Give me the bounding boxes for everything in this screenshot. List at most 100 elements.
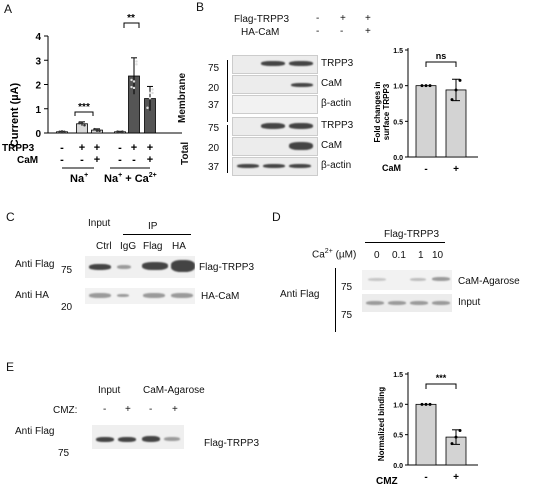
data-point: [428, 84, 432, 88]
band-label-cam-a: CaM: [321, 78, 343, 89]
bar: [415, 85, 437, 158]
panel-label-b: B: [196, 0, 205, 14]
band-label-flag-trpp3-e: Flag-TRPP3: [204, 438, 260, 449]
data-point: [148, 91, 152, 95]
header-input: Input: [88, 218, 111, 229]
bar: [415, 403, 437, 466]
cmz-sign-3: -: [149, 404, 153, 415]
cmz-sign-1: -: [103, 404, 107, 415]
data-point: [132, 86, 136, 90]
conc-1: 1: [418, 250, 424, 261]
data-point: [135, 63, 138, 66]
data-point: [116, 130, 119, 133]
blot-membrane-actin: [232, 95, 318, 114]
x-sign: +: [453, 472, 459, 483]
y-tick-label: 0.0: [393, 463, 403, 470]
data-point: [60, 130, 64, 133]
x-sign: -: [424, 472, 427, 483]
section-total: Total: [180, 141, 191, 165]
data-point: [424, 402, 428, 406]
header-flag-trpp3: Flag-TRPP3: [234, 14, 290, 25]
data-point: [458, 78, 462, 82]
mw-75: 75: [61, 265, 73, 276]
sig-label: ns: [436, 51, 447, 61]
blot-membrane-trpp3: [232, 55, 318, 74]
blot-e: [92, 425, 184, 449]
sig-bracket: [425, 61, 457, 67]
data-point: [80, 121, 84, 124]
band-label-actin-b: β-actin: [321, 160, 352, 171]
band-label-flag-trpp3: Flag-TRPP3: [199, 262, 255, 273]
conc-0-1: 0.1: [392, 250, 406, 261]
cam-sign: +: [147, 154, 153, 166]
row-label-anti-flag-e: Anti Flag: [15, 426, 55, 437]
y-tick-label: 1.0: [393, 84, 403, 91]
y-axis-label-2: surface TRPP3: [382, 83, 391, 140]
total-bracket: [227, 125, 228, 173]
y-tick-label: 1.5: [393, 48, 403, 55]
blot-d-cam-agarose: [362, 270, 452, 290]
trpp3-sign: +: [94, 142, 100, 154]
sig-label: ***: [436, 373, 447, 383]
data-point: [83, 123, 86, 127]
mw-20-b: 20: [208, 143, 220, 154]
sig-bracket-2: [123, 22, 140, 28]
header-ip: IP: [148, 221, 158, 232]
data-point: [63, 130, 66, 134]
conc-0: 0: [374, 250, 380, 261]
data-point: [420, 402, 424, 406]
data-point: [424, 84, 428, 88]
x-sign: -: [424, 164, 427, 175]
data-point: [135, 60, 138, 63]
panel-label-e: E: [6, 360, 15, 374]
band-label-input: Input: [458, 297, 481, 308]
data-point: [95, 129, 99, 132]
x-axis-label: CMZ: [376, 476, 398, 487]
row-label-anti-ha: Anti HA: [15, 290, 49, 301]
data-point: [130, 85, 133, 89]
header-flag-trpp3-d: Flag-TRPP3: [384, 229, 440, 240]
data-point: [121, 130, 124, 134]
cmz-sign-4: +: [172, 404, 178, 415]
data-point: [450, 98, 454, 102]
group-label-na: Na+: [70, 172, 88, 185]
mw-20-a: 20: [208, 83, 220, 94]
data-point: [118, 130, 122, 134]
cam-sign: -: [60, 154, 64, 166]
blot-c-flag: [85, 256, 195, 278]
sign-1-1: -: [316, 13, 320, 24]
data-point: [98, 129, 101, 133]
y-tick-label: 0.5: [393, 119, 403, 126]
lane-igg: IgG: [120, 241, 137, 252]
band-label-cam-b: CaM: [321, 140, 343, 151]
panel-label-a: A: [4, 2, 13, 16]
data-point: [458, 429, 462, 433]
y-tick-label: 2: [35, 81, 41, 92]
data-point: [420, 84, 424, 88]
band-label-ha-cam: HA-CaM: [201, 291, 240, 302]
panel-label-d: D: [272, 210, 281, 224]
cam-sign: -: [132, 154, 136, 166]
data-point: [93, 127, 96, 131]
cam-sign: +: [94, 154, 100, 166]
data-point: [148, 97, 152, 100]
y-tick-label: 3: [35, 56, 41, 67]
header-ha-cam: HA-CaM: [241, 27, 280, 38]
band-label-cam-agarose: CaM-Agarose: [458, 276, 520, 287]
sign-1-3: +: [365, 13, 371, 24]
data-point: [151, 88, 154, 91]
blot-d-input: [362, 294, 452, 312]
data-point: [151, 91, 154, 95]
mw-75-b: 75: [208, 123, 220, 134]
trpp3-sign: +: [131, 142, 137, 154]
x-axis-label: CaM: [382, 163, 401, 173]
row-label-anti-flag: Anti Flag: [15, 259, 55, 270]
trpp3-sign: +: [79, 142, 85, 154]
data-point: [450, 442, 454, 446]
panel-b-chart: Fold changes in surface TRPP3 0.0 0.5 1.0 1…: [373, 48, 478, 175]
mw-75-d2: 75: [341, 310, 353, 321]
section-membrane: Membrane: [177, 72, 188, 123]
lane-ha: HA: [172, 241, 186, 252]
mw-75-e: 75: [58, 448, 70, 459]
